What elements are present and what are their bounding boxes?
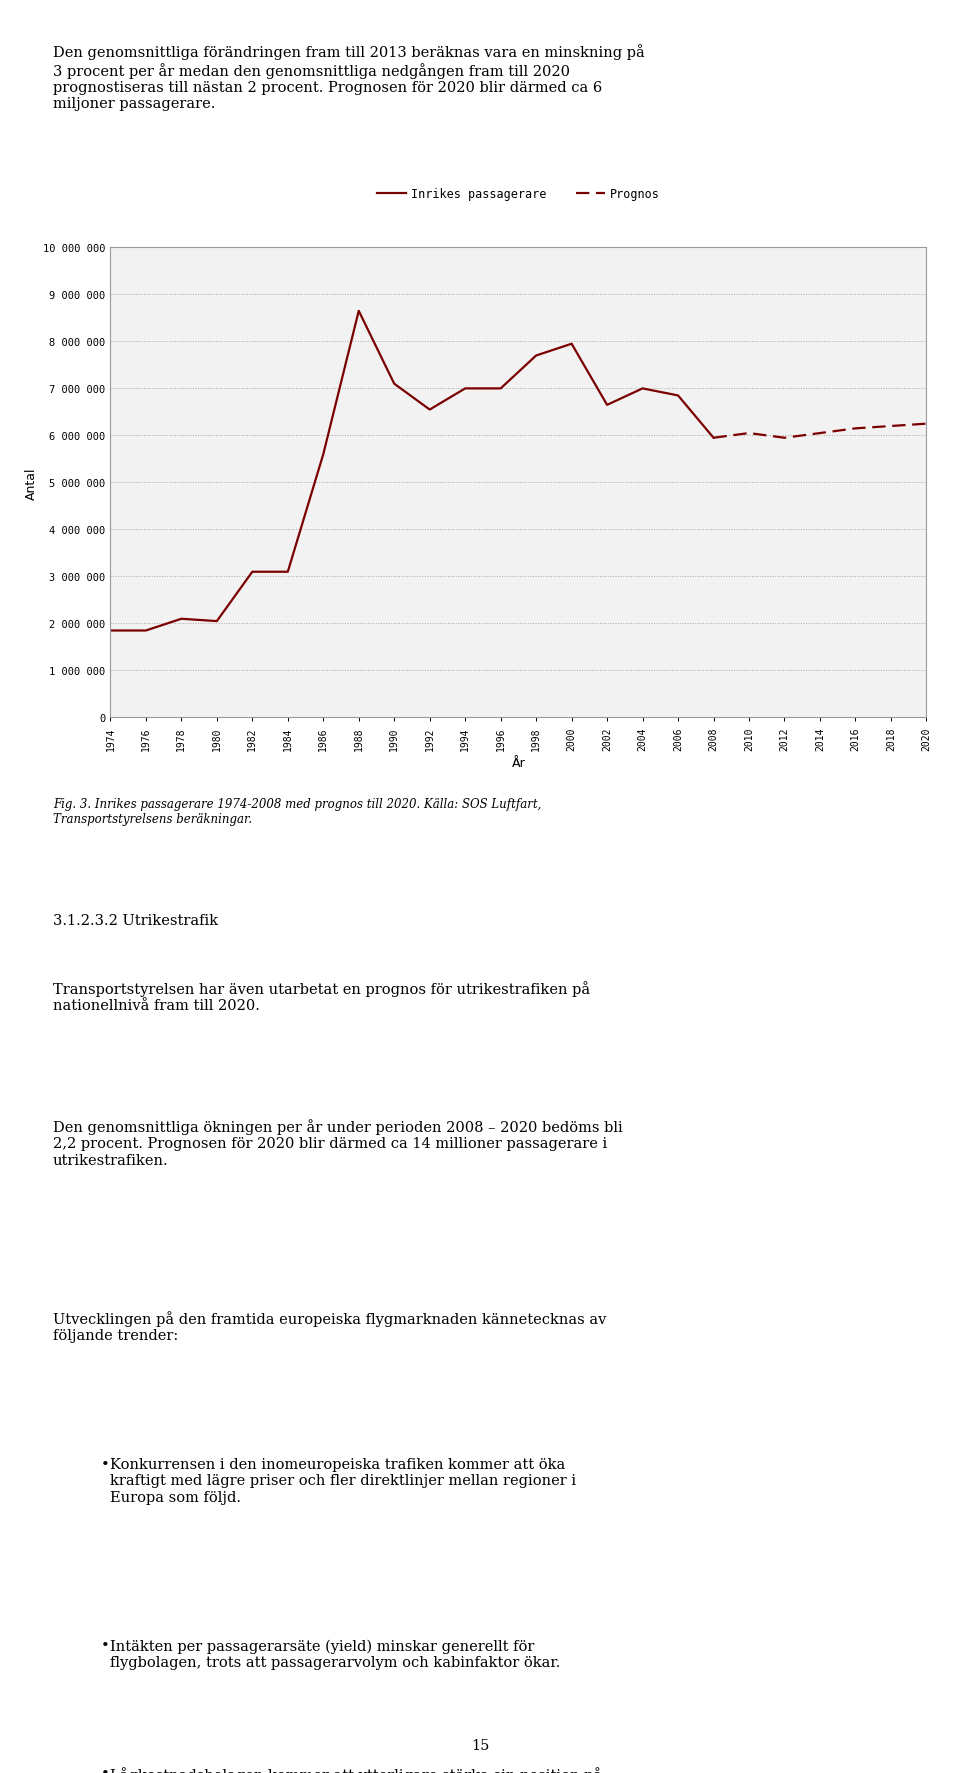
Text: 3.1.2.3.2 Utrikestrafik: 3.1.2.3.2 Utrikestrafik	[53, 913, 218, 927]
Text: 15: 15	[470, 1738, 490, 1752]
Text: Den genomsnittliga förändringen fram till 2013 beräknas vara en minskning på
3 p: Den genomsnittliga förändringen fram til…	[53, 44, 644, 112]
Y-axis label: Antal: Antal	[25, 466, 37, 500]
Text: Fig. 3. Inrikes passagerare 1974-2008 med prognos till 2020. Källa: SOS Luftfart: Fig. 3. Inrikes passagerare 1974-2008 me…	[53, 798, 541, 826]
Text: Konkurrensen i den inomeuropeiska trafiken kommer att öka
kraftigt med lägre pri: Konkurrensen i den inomeuropeiska trafik…	[110, 1457, 577, 1504]
Text: Den genomsnittliga ökningen per år under perioden 2008 – 2020 bedöms bli
2,2 pro: Den genomsnittliga ökningen per år under…	[53, 1119, 622, 1167]
X-axis label: År: År	[512, 755, 525, 769]
Text: Transportstyrelsen har även utarbetat en prognos för utrikestrafiken på
nationel: Transportstyrelsen har även utarbetat en…	[53, 980, 590, 1012]
Legend: Inrikes passagerare, Prognos: Inrikes passagerare, Prognos	[372, 184, 664, 206]
Text: Utvecklingen på den framtida europeiska flygmarknaden kännetecknas av
följande t: Utvecklingen på den framtida europeiska …	[53, 1310, 606, 1342]
Text: •: •	[101, 1457, 109, 1472]
Text: Lågkostnadsbolagen kommer att ytterligare stärka sin position på
den inomeuropei: Lågkostnadsbolagen kommer att ytterligar…	[110, 1766, 603, 1773]
Text: •: •	[101, 1766, 109, 1773]
Text: •: •	[101, 1638, 109, 1652]
Text: Intäkten per passagerarsäte (yield) minskar generellt för
flygbolagen, trots att: Intäkten per passagerarsäte (yield) mins…	[110, 1638, 561, 1668]
